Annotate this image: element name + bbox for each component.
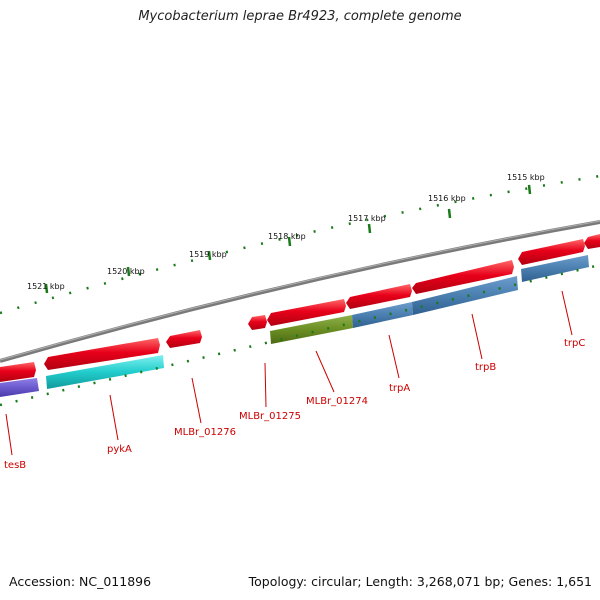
label-leaders: [5, 290, 573, 456]
gene-label-tesB[interactable]: tesB: [4, 460, 26, 471]
gene-arrow[interactable]: [412, 260, 514, 294]
gene-trpB-block[interactable]: [412, 276, 518, 315]
scale-labels: 1521 kbp 1520 kbp 1519 kbp 1518 kbp 1517 kbp…: [27, 173, 545, 291]
map-title: Mycobacterium leprae Br4923, complete ge…: [138, 9, 462, 24]
scale-major-tick: [44, 283, 49, 294]
gene-label-pykA[interactable]: pykA: [107, 444, 132, 455]
genome-backbone: [0, 220, 600, 363]
scale-track: [0, 174, 600, 315]
gene-label-trpC[interactable]: trpC: [564, 338, 585, 349]
gene-arrow[interactable]: [518, 239, 585, 265]
gene-arrow[interactable]: [166, 330, 202, 348]
scale-label: 1517 kbp: [348, 214, 386, 223]
gene-label-MLBr_01276[interactable]: MLBr_01276: [174, 427, 236, 438]
gene-arrow[interactable]: [346, 284, 412, 309]
gene-label-trpA[interactable]: trpA: [389, 383, 410, 394]
gene-trpC-block[interactable]: [521, 255, 589, 282]
scale-major-tick: [527, 184, 532, 195]
accession-text: Accession: NC_011896: [9, 574, 152, 589]
gene-MLBr_01274-block[interactable]: [270, 315, 353, 344]
gene-arrow[interactable]: [44, 338, 160, 370]
scale-major-tick: [126, 266, 131, 277]
scale-major-tick: [287, 236, 292, 247]
scale-major-tick: [207, 250, 212, 261]
scale-label: 1520 kbp: [107, 267, 145, 276]
genome-summary-text: Topology: circular; Length: 3,268,071 bp…: [248, 574, 592, 589]
gene-arrow[interactable]: [0, 362, 36, 382]
scale-label: 1519 kbp: [189, 250, 227, 259]
gene-label-MLBr_01275[interactable]: MLBr_01275: [239, 411, 301, 422]
gene-pykA-block[interactable]: [46, 355, 164, 389]
gene-label-trpB[interactable]: trpB: [475, 362, 496, 373]
gene-arrow[interactable]: [267, 299, 346, 326]
scale-label: 1518 kbp: [268, 232, 306, 241]
gene-tesB-block[interactable]: [0, 378, 39, 397]
scale-ticks: [44, 184, 532, 294]
inner-track: [0, 263, 600, 407]
gene-trpA-block[interactable]: [352, 302, 413, 328]
scale-major-tick: [447, 208, 452, 219]
scale-label: 1515 kbp: [507, 173, 545, 182]
gene-arrow[interactable]: [248, 315, 267, 330]
gene-arrow[interactable]: [584, 234, 600, 249]
scale-label: 1521 kbp: [27, 282, 65, 291]
scale-label: 1516 kbp: [428, 194, 466, 203]
scale-major-tick: [367, 223, 372, 234]
gene-label-MLBr_01274[interactable]: MLBr_01274: [306, 396, 368, 407]
